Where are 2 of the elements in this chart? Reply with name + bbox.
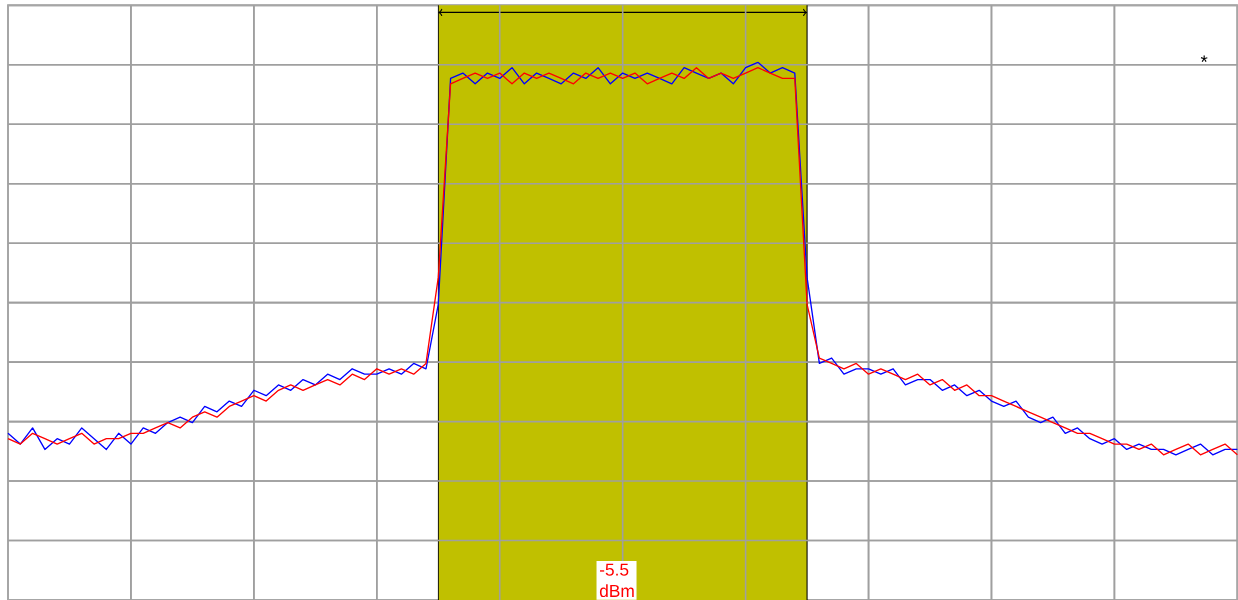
annotation: -5.5 dBm <box>599 563 634 598</box>
text: * <box>1200 55 1208 62</box>
